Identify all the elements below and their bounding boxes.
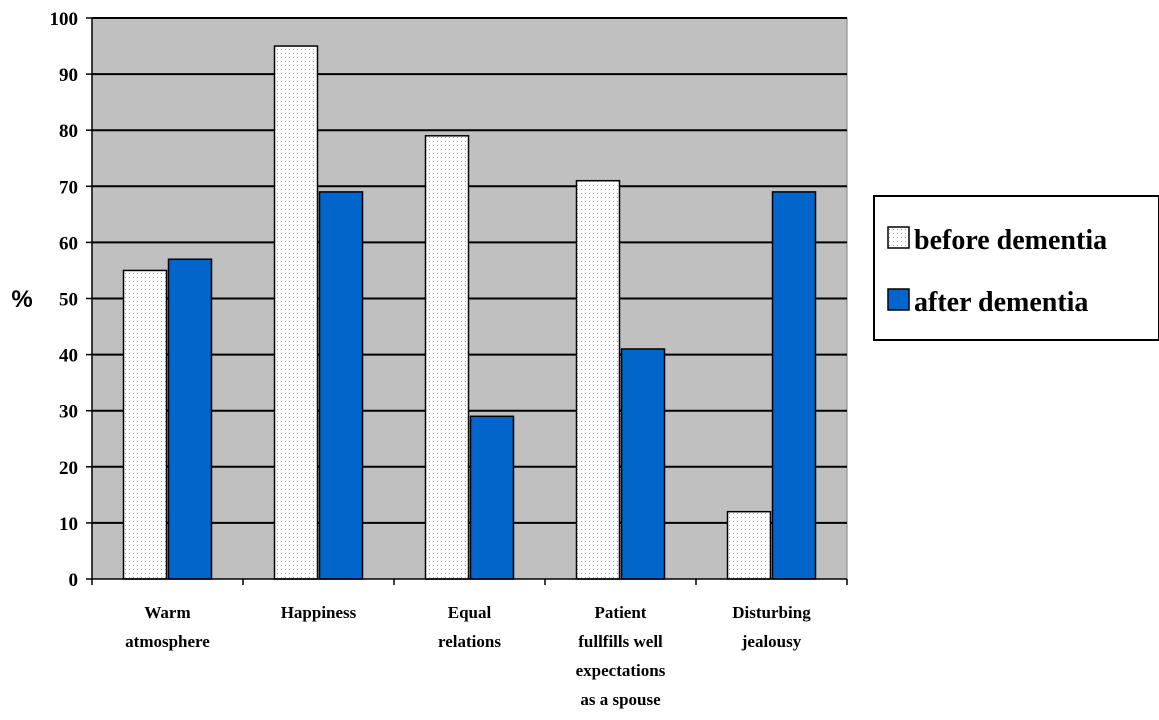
bar-after-dementia xyxy=(318,191,364,580)
x-category-label: fullfills well xyxy=(578,632,663,651)
y-axis-label: % xyxy=(11,286,32,313)
x-category-label: expectations xyxy=(576,661,666,680)
y-tick-label: 30 xyxy=(59,402,78,423)
x-category-label: Equal xyxy=(448,603,492,622)
y-tick-label: 100 xyxy=(50,9,79,30)
y-tick-label: 80 xyxy=(59,121,78,142)
bar-after-dementia xyxy=(620,348,666,580)
x-category-label: Disturbing xyxy=(732,603,811,622)
bar-after-dementia xyxy=(167,258,213,580)
x-category-label: Warm xyxy=(144,603,190,622)
bar-before-dementia xyxy=(273,45,319,580)
x-category-label: Happiness xyxy=(281,603,357,622)
bar-before-dementia xyxy=(575,179,621,580)
x-category-label: jealousy xyxy=(741,632,802,651)
bar-after-dementia xyxy=(771,191,817,580)
legend-label-before: before dementia xyxy=(914,225,1107,256)
y-tick-label: 90 xyxy=(59,65,78,86)
legend: before dementia after dementia xyxy=(873,195,1159,341)
y-tick-label: 20 xyxy=(59,458,78,479)
y-tick-label: 0 xyxy=(69,570,79,591)
bar-after-dementia xyxy=(469,415,515,580)
y-tick-label: 10 xyxy=(59,514,78,535)
legend-swatch-after xyxy=(887,288,910,311)
x-category-label: relations xyxy=(438,632,501,651)
y-tick-label: 50 xyxy=(59,290,78,311)
y-tick-label: 60 xyxy=(59,233,78,254)
bar-before-dementia xyxy=(122,269,168,580)
x-category-label: Patient xyxy=(595,603,647,622)
bar-before-dementia xyxy=(424,135,470,580)
legend-box xyxy=(873,195,1159,341)
legend-label-after: after dementia xyxy=(914,287,1088,318)
x-category-label: as a spouse xyxy=(580,690,661,709)
bar-before-dementia xyxy=(726,510,772,580)
y-tick-label: 40 xyxy=(59,346,78,367)
legend-swatch-before xyxy=(887,226,910,249)
x-category-label: atmosphere xyxy=(125,632,210,651)
y-tick-label: 70 xyxy=(59,177,78,198)
